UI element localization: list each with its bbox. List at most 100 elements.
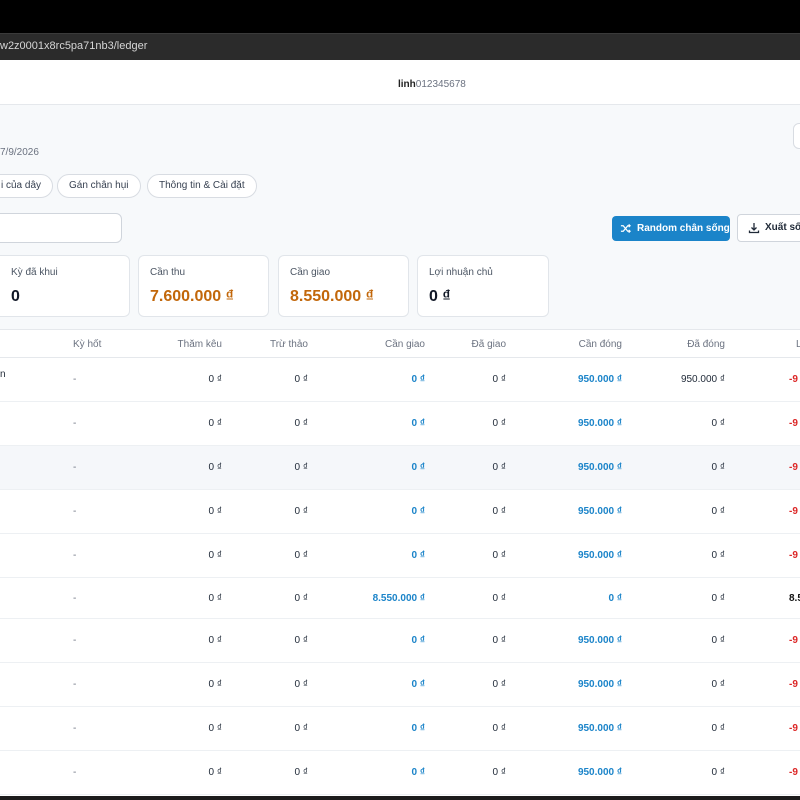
table-row[interactable]: - 0 ₫ 0 ₫ 0 ₫ 0 ₫ 950.000 ₫ 0 ₫ -9	[0, 619, 800, 663]
cell-can-giao[interactable]: 0 ₫	[411, 418, 425, 429]
cell-can-giao[interactable]: 0 ₫	[411, 506, 425, 517]
cell-tru-thao: 0 ₫	[294, 550, 308, 561]
cell-tham-keu: 0 ₫	[208, 462, 222, 473]
column-header[interactable]: Đã giao	[471, 339, 506, 350]
cell-can-giao[interactable]: 0 ₫	[411, 550, 425, 561]
cell-da-giao: 0 ₫	[492, 767, 506, 778]
cell-da-giao: 0 ₫	[492, 374, 506, 385]
table-row[interactable]: - 0 ₫ 0 ₫ 0 ₫ 0 ₫ 950.000 ₫ 0 ₫ -9	[0, 446, 800, 490]
card-label: Kỳ đã khui	[11, 267, 58, 278]
random-slot-button[interactable]: Random chân sống	[612, 216, 730, 241]
cell-ky-hot: -	[73, 506, 77, 517]
user-info[interactable]: linh012345678	[398, 79, 466, 90]
search-box[interactable]	[0, 213, 122, 243]
cell-can-dong[interactable]: 950.000 ₫	[577, 679, 622, 690]
summary-card-periods: Kỳ đã khui 0	[0, 255, 130, 317]
cell-da-giao: 0 ₫	[492, 550, 506, 561]
tab-info-settings[interactable]: Thông tin & Cài đặt	[147, 174, 257, 198]
table-row[interactable]: - 0 ₫ 0 ₫ 8.550.000 ₫ 0 ₫ 0 ₫ 0 ₫ 8.5	[0, 578, 800, 619]
card-value: 0	[11, 288, 20, 305]
table-header: Kỳ hốt Thăm kêu Trừ thảo Cần giao Đã gia…	[0, 330, 800, 358]
cell-ky-hot: -	[73, 767, 77, 778]
cell-profit: -9	[789, 767, 798, 778]
table-row[interactable]: - 0 ₫ 0 ₫ 0 ₫ 0 ₫ 950.000 ₫ 0 ₫ -9	[0, 751, 800, 795]
window-bottom-edge	[0, 796, 800, 800]
cell-da-giao: 0 ₫	[492, 462, 506, 473]
cell-tru-thao: 0 ₫	[294, 462, 308, 473]
cell-can-giao[interactable]: 0 ₫	[411, 462, 425, 473]
table-row[interactable]: - 0 ₫ 0 ₫ 0 ₫ 0 ₫ 950.000 ₫ 0 ₫ -9	[0, 663, 800, 707]
cell-da-giao: 0 ₫	[492, 506, 506, 517]
table-row[interactable]: - 0 ₫ 0 ₫ 0 ₫ 0 ₫ 950.000 ₫ 0 ₫ -9	[0, 707, 800, 751]
cell-tham-keu: 0 ₫	[208, 635, 222, 646]
cell-ky-hot: -	[73, 550, 77, 561]
cell-da-dong: 0 ₫	[711, 506, 725, 517]
cell-can-giao[interactable]: 0 ₫	[411, 767, 425, 778]
cell-can-dong[interactable]: 950.000 ₫	[577, 635, 622, 646]
column-header[interactable]: Thăm kêu	[177, 339, 222, 350]
export-button[interactable]: Xuất số	[737, 214, 800, 242]
cell-tham-keu: 0 ₫	[208, 418, 222, 429]
cell-can-dong[interactable]: 950.000 ₫	[577, 506, 622, 517]
table-row[interactable]: - 0 ₫ 0 ₫ 0 ₫ 0 ₫ 950.000 ₫ 0 ₫ -9	[0, 402, 800, 446]
member-name: n	[0, 369, 6, 380]
cell-can-dong[interactable]: 950.000 ₫	[577, 462, 622, 473]
app-header: linh012345678	[0, 60, 800, 105]
cell-profit: 8.5	[789, 593, 800, 604]
cell-da-dong: 0 ₫	[711, 418, 725, 429]
ledger-table: Kỳ hốt Thăm kêu Trừ thảo Cần giao Đã gia…	[0, 329, 800, 798]
cell-tru-thao: 0 ₫	[294, 723, 308, 734]
table-row[interactable]: n - 0 ₫ 0 ₫ 0 ₫ 0 ₫ 950.000 ₫ 950.000 ₫ -9	[0, 358, 800, 402]
tab-members[interactable]: i của dây	[0, 174, 54, 198]
cell-ky-hot: -	[73, 374, 77, 385]
card-label: Lợi nhuận chủ	[429, 267, 493, 278]
cell-tru-thao: 0 ₫	[294, 418, 308, 429]
cell-tru-thao: 0 ₫	[294, 593, 308, 604]
cell-da-dong: 0 ₫	[711, 593, 725, 604]
tab-assign-slots[interactable]: Gán chân hụi	[57, 174, 141, 198]
cell-tham-keu: 0 ₫	[208, 374, 222, 385]
column-header[interactable]: Kỳ hốt	[73, 339, 102, 350]
column-header[interactable]: L	[796, 339, 800, 350]
cell-tham-keu: 0 ₫	[208, 593, 222, 604]
username: linh	[398, 79, 416, 90]
cell-can-dong[interactable]: 950.000 ₫	[577, 723, 622, 734]
cell-can-dong[interactable]: 950.000 ₫	[577, 374, 622, 385]
column-header[interactable]: Đã đóng	[687, 339, 725, 350]
cell-da-giao: 0 ₫	[492, 723, 506, 734]
cell-can-giao[interactable]: 0 ₫	[411, 723, 425, 734]
card-value: 7.600.000 ₫	[150, 288, 234, 305]
cell-can-giao[interactable]: 0 ₫	[411, 679, 425, 690]
cell-profit: -9	[789, 374, 798, 385]
cell-da-giao: 0 ₫	[492, 593, 506, 604]
cell-profit: -9	[789, 723, 798, 734]
cell-profit: -9	[789, 418, 798, 429]
cell-can-giao[interactable]: 0 ₫	[411, 374, 425, 385]
table-row[interactable]: - 0 ₫ 0 ₫ 0 ₫ 0 ₫ 950.000 ₫ 0 ₫ -9	[0, 490, 800, 534]
cell-can-giao[interactable]: 0 ₫	[411, 635, 425, 646]
cell-profit: -9	[789, 550, 798, 561]
cell-tru-thao: 0 ₫	[294, 767, 308, 778]
column-header[interactable]: Cần giao	[384, 339, 425, 350]
cell-da-dong: 0 ₫	[711, 723, 725, 734]
cell-can-giao[interactable]: 8.550.000 ₫	[372, 593, 425, 604]
cell-can-dong[interactable]: 0 ₫	[608, 593, 622, 604]
cell-can-dong[interactable]: 950.000 ₫	[577, 767, 622, 778]
summary-card-owner-profit: Lợi nhuận chủ 0 ₫	[417, 255, 549, 317]
search-input[interactable]	[0, 214, 121, 242]
column-header[interactable]: Cần đóng	[578, 339, 622, 350]
cell-ky-hot: -	[73, 418, 77, 429]
cell-profit: -9	[789, 679, 798, 690]
url-text[interactable]: w2z0001x8rc5pa71nb3/ledger	[0, 40, 148, 52]
address-bar[interactable]: w2z0001x8rc5pa71nb3/ledger	[0, 33, 800, 60]
ledger-page: linh012345678 7/9/2026 i của dây Gán châ…	[0, 60, 800, 798]
card-value: 8.550.000 ₫	[290, 288, 374, 305]
cell-can-dong[interactable]: 950.000 ₫	[577, 550, 622, 561]
cell-tham-keu: 0 ₫	[208, 723, 222, 734]
table-row[interactable]: - 0 ₫ 0 ₫ 0 ₫ 0 ₫ 950.000 ₫ 0 ₫ -9	[0, 534, 800, 578]
column-header[interactable]: Trừ thảo	[269, 339, 308, 350]
card-value: 0 ₫	[429, 288, 451, 305]
random-slot-label: Random chân sống	[637, 223, 730, 234]
cell-can-dong[interactable]: 950.000 ₫	[577, 418, 622, 429]
header-action-button[interactable]	[793, 123, 800, 149]
